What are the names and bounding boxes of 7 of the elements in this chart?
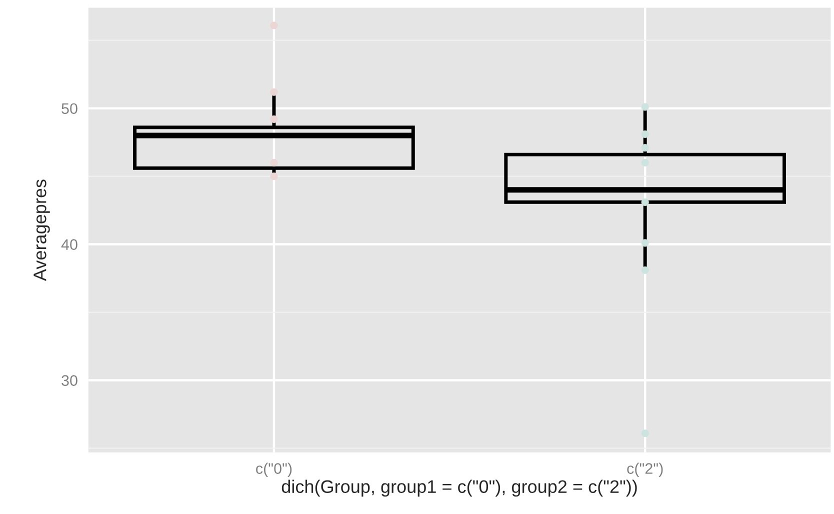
x-tick-label: c("2") [627, 462, 663, 477]
y-tick-label: 40 [61, 239, 78, 250]
y-axis-title: Averagepres [34, 180, 50, 282]
y-tick-label: 30 [62, 375, 78, 386]
x-axis-title: dich(Group, group1 = c("0"), group2 = c("2")) [282, 480, 637, 497]
x-tick-label: c("0") [256, 462, 292, 477]
y-tick-label: 50 [62, 103, 78, 114]
